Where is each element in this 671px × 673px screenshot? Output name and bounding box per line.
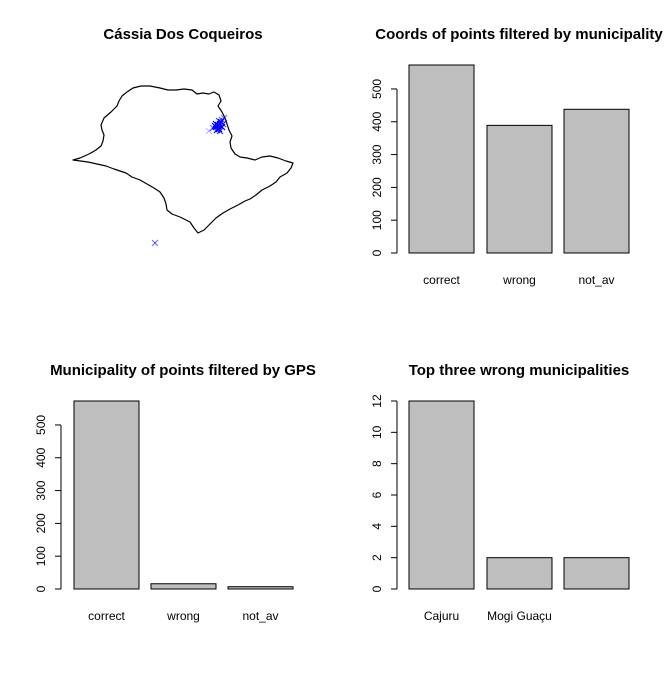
bar-chart-coords-y-tick-label-3: 300	[370, 144, 384, 164]
bar-chart-coords-y-tick-label-5: 500	[370, 79, 384, 99]
bar-chart-top-wrong-bar-0	[408, 400, 475, 590]
bar-chart-top-wrong-y-tick-label-5: 10	[370, 425, 384, 439]
map-panel: Cássia Dos Coqueiros	[72, 26, 294, 247]
bar-chart-top-wrong-y-tick-label-6: 12	[370, 394, 384, 408]
bar-chart-gps-bar-0	[73, 400, 140, 590]
occurrence-point-15	[151, 239, 159, 247]
bar-chart-gps-y-tick-label-1: 100	[34, 546, 48, 566]
bar-chart-top-wrong-category-label-0: Cajuru	[424, 609, 459, 623]
bar-chart-coords-category-label-0: correct	[423, 273, 460, 287]
occurrence-point-17	[212, 120, 220, 128]
bar-chart-gps-category-label-0: correct	[88, 609, 125, 623]
bar-chart-top-wrong-bar-1	[486, 557, 553, 590]
bar-chart-gps-category-label-2: not_av	[242, 609, 278, 623]
bar-chart-top-wrong-y-tick-label-0: 0	[370, 585, 384, 592]
bar-chart-top-wrong-y-tick-label-3: 6	[370, 491, 384, 498]
bar-chart-coords-bar-2	[563, 108, 630, 254]
bar-chart-coords-y-tick-label-4: 400	[370, 111, 384, 131]
bar-chart-gps-y-tick-label-0: 0	[34, 585, 48, 592]
bar-chart-coords-y-tick-label-0: 0	[370, 249, 384, 256]
map-title: Cássia Dos Coqueiros	[103, 26, 262, 43]
occurrence-point-13	[218, 116, 226, 124]
bar-chart-top-wrong-bar-2	[563, 557, 630, 590]
occurrence-point-12	[216, 127, 224, 135]
occurrence-point-14	[205, 127, 213, 135]
state-outline	[72, 85, 294, 234]
bar-chart-gps-bar-2	[227, 586, 294, 590]
bar-chart-top-wrong-title: Top three wrong municipalities	[409, 362, 630, 379]
bar-chart-top-wrong: Top three wrong municipalities Cajuru Mog…	[370, 362, 630, 623]
bar-chart-top-wrong-y-tick-label-2: 4	[370, 523, 384, 530]
bar-chart-gps-bar-1	[150, 583, 217, 590]
bar-chart-top-wrong-y-tick-label-1: 2	[370, 554, 384, 561]
bar-chart-gps-category-label-1: wrong	[166, 609, 200, 623]
bar-chart-gps-y-tick-label-4: 400	[34, 447, 48, 467]
bar-chart-gps-y-tick-label-3: 300	[34, 480, 48, 500]
bar-chart-coords: Coords of points filtered by municipalit…	[370, 26, 663, 287]
bar-chart-top-wrong-y-tick-label-4: 8	[370, 460, 384, 467]
bar-chart-coords-bar-0	[408, 64, 475, 254]
bar-chart-gps-title: Municipality of points filtered by GPS	[50, 362, 316, 379]
bar-chart-gps: Municipality of points filtered by GPS c…	[34, 362, 316, 623]
bar-chart-gps-y-tick-label-5: 500	[34, 415, 48, 435]
bar-chart-coords-bar-1	[486, 124, 553, 254]
bar-chart-coords-title: Coords of points filtered by municipalit…	[375, 26, 663, 43]
occurrence-point-8	[219, 120, 227, 128]
occurrence-point-11	[209, 124, 217, 132]
bar-chart-coords-y-tick-label-2: 200	[370, 177, 384, 197]
bar-chart-gps-y-tick-label-2: 200	[34, 513, 48, 533]
bar-chart-top-wrong-category-label-1: Mogi Guaçu	[487, 609, 552, 623]
occurrence-points	[151, 114, 228, 247]
bar-chart-coords-y-tick-label-1: 100	[370, 210, 384, 230]
bar-chart-coords-category-label-2: not_av	[578, 273, 614, 287]
bar-chart-coords-category-label-1: wrong	[502, 273, 536, 287]
